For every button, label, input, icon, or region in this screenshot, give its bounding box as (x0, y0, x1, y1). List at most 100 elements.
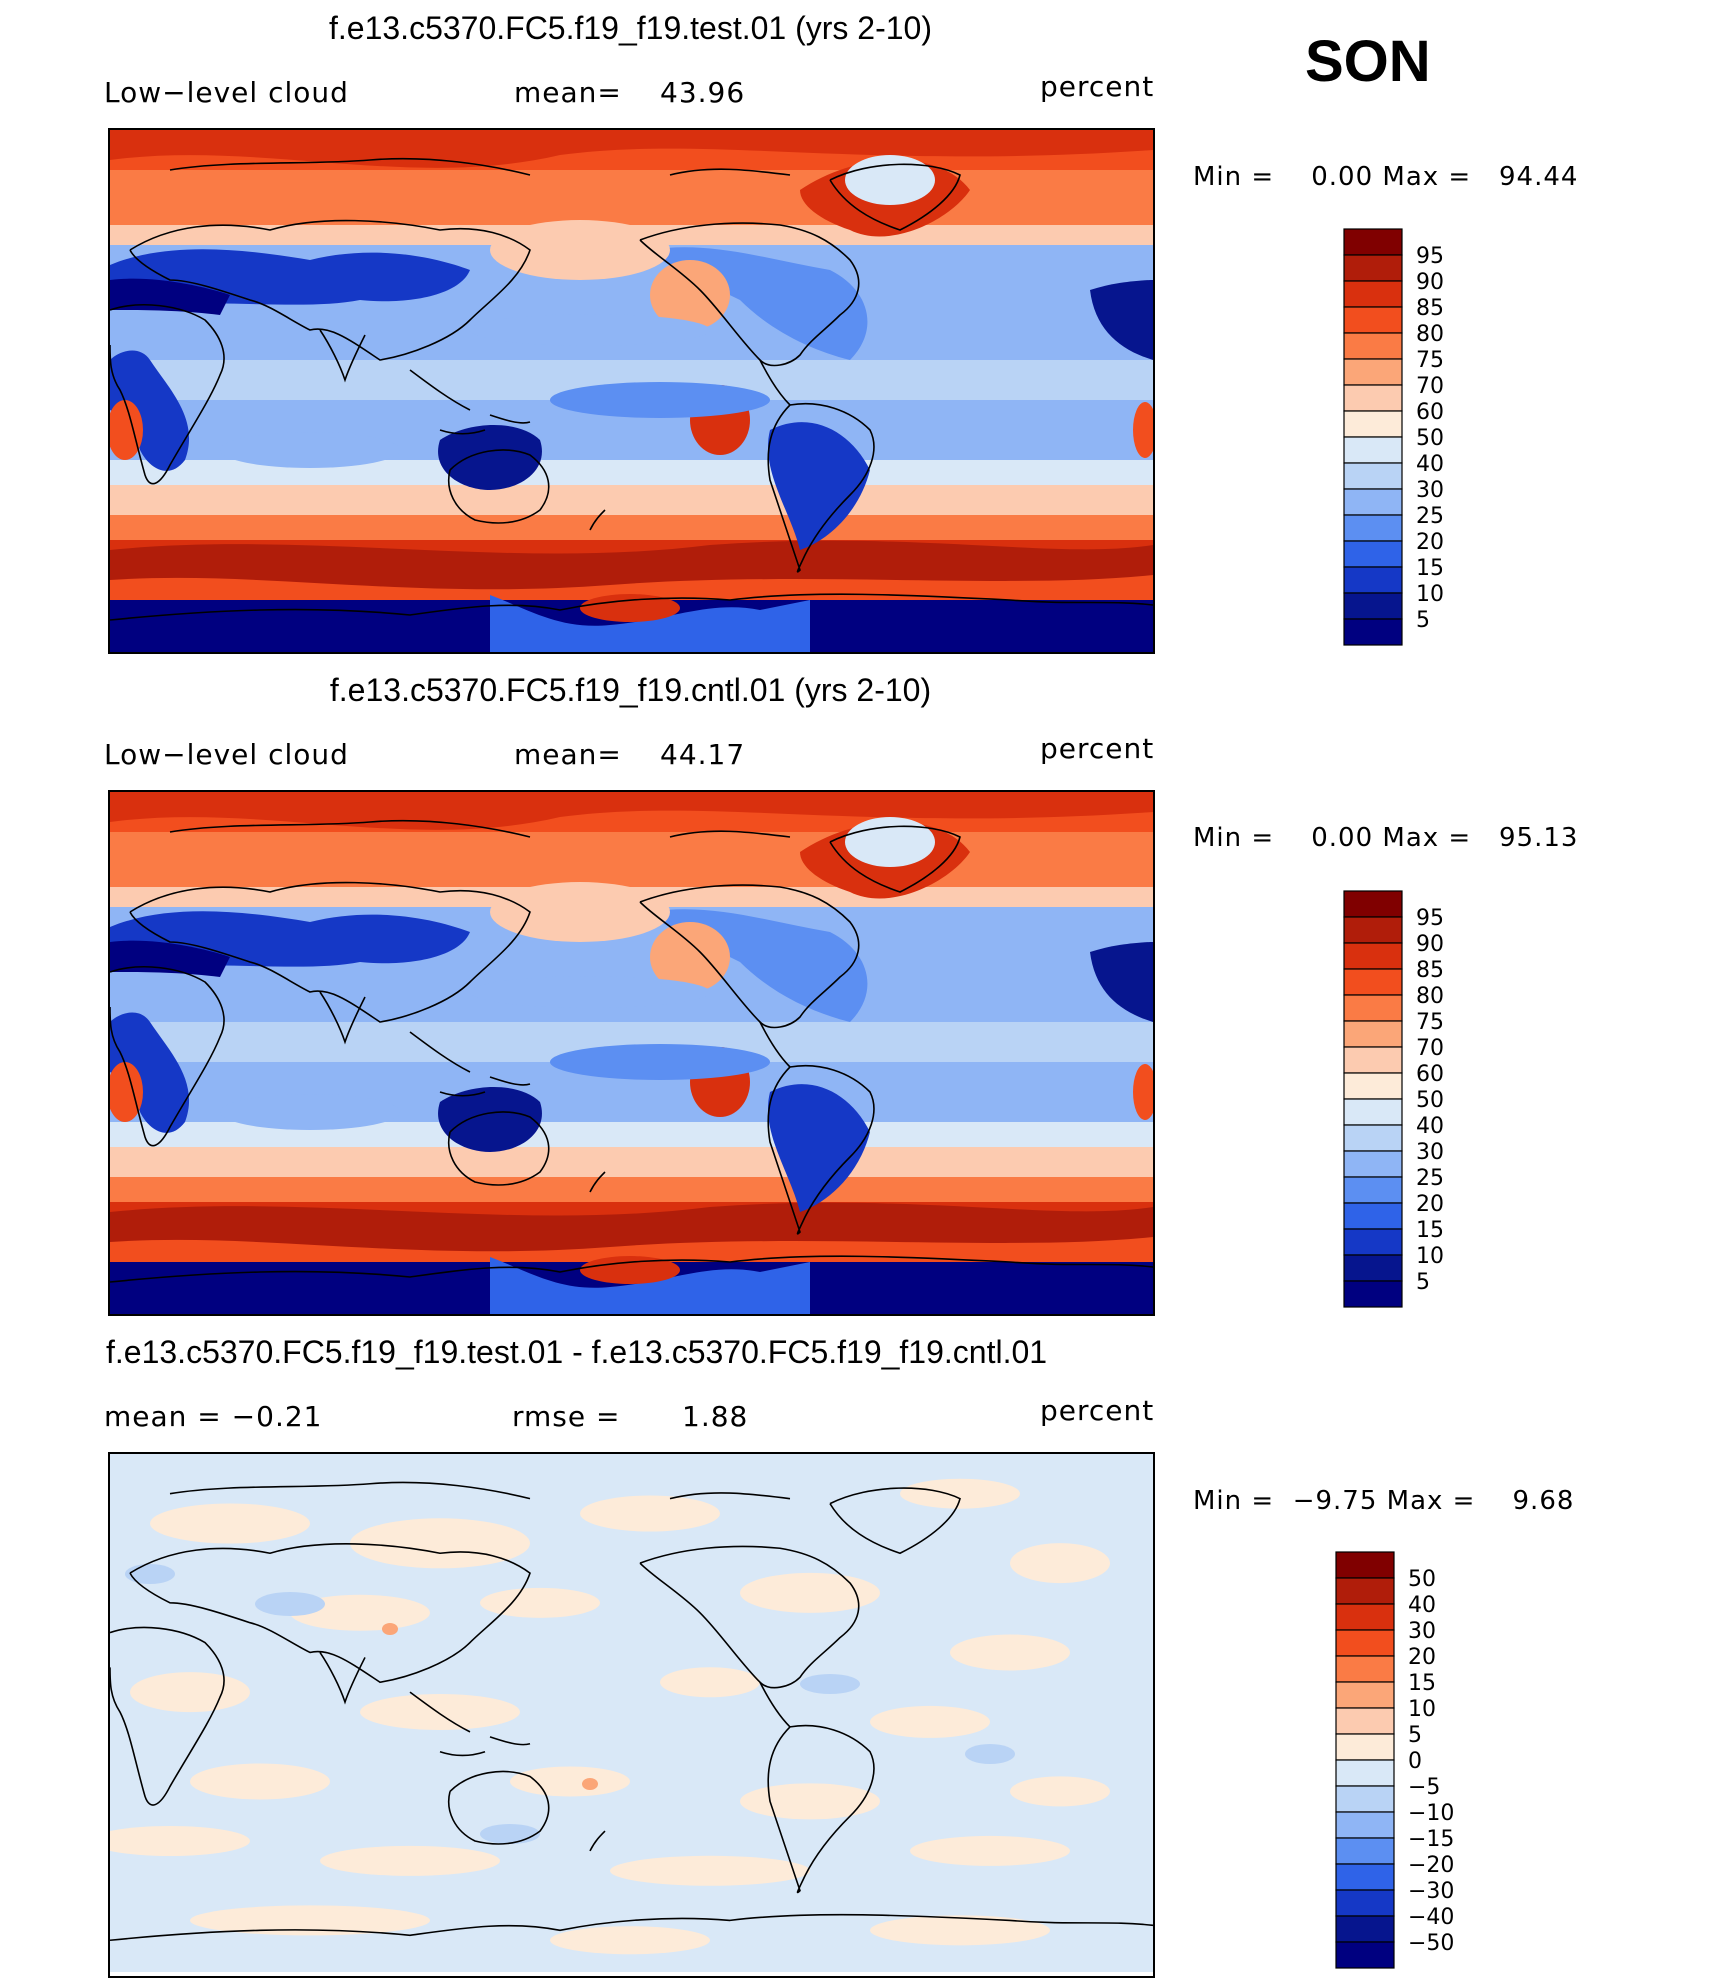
latitude-band (110, 1147, 1153, 1177)
colorbar-swatch (1343, 332, 1403, 360)
pacific-itcz (470, 976, 710, 1008)
california-stratocumulus (650, 922, 730, 992)
positive-difference-patch (190, 1905, 430, 1936)
colorbar-swatch (1343, 1124, 1403, 1152)
colorbar-level-label: 10 (1416, 582, 1444, 607)
colorbar-swatch (1343, 592, 1403, 620)
map-field (110, 1454, 1153, 1972)
map-field (110, 792, 1153, 1314)
colorbar-swatch (1343, 254, 1403, 282)
colorbar-swatch (1343, 514, 1403, 542)
ross-sea-cloud (580, 594, 680, 622)
colorbar-swatch (1343, 1176, 1403, 1204)
mean-value: 43.96 (660, 76, 746, 109)
colorbar-swatch (1335, 1915, 1395, 1943)
panel-title: f.e13.c5370.FC5.f19_f19.cntl.01 (yrs 2-1… (329, 672, 932, 708)
colorbar-swatch (1343, 540, 1403, 568)
positive-difference-patch (110, 1826, 250, 1857)
colorbar-level-label: 5 (1408, 1723, 1422, 1748)
colorbar-level-label: −50 (1408, 1931, 1454, 1956)
coastline (639, 1545, 860, 1689)
coastline (448, 449, 550, 524)
coastline (829, 1487, 961, 1555)
colorbar-level-label: 70 (1416, 374, 1444, 399)
coastline (319, 1652, 366, 1705)
namibia-stratocumulus (1133, 1064, 1153, 1120)
positive-difference-patch (360, 1694, 520, 1731)
positive-difference-patch (510, 1766, 630, 1797)
colorbar-level-label: −30 (1408, 1879, 1454, 1904)
positive-difference-patch (910, 1835, 1070, 1866)
map-control (108, 790, 1155, 1316)
colorbar-level-label: 10 (1416, 1244, 1444, 1269)
colorbar-level-label: −15 (1408, 1827, 1454, 1852)
positive-difference-patch (870, 1915, 1050, 1946)
colorbar-level-label: 50 (1408, 1567, 1436, 1592)
negative-difference-patch (480, 1824, 540, 1844)
california-stratocumulus (650, 260, 730, 330)
colorbar-level-label: 85 (1416, 296, 1444, 321)
colorbar-swatch (1335, 1941, 1395, 1969)
coastline (169, 157, 791, 176)
arctic-cloud-region (110, 792, 1153, 830)
colorbar-level-label: 25 (1416, 504, 1444, 529)
positive-difference-patch (900, 1478, 1020, 1509)
coastline (829, 163, 961, 231)
positive-difference-patch (582, 1778, 598, 1790)
colorbar-level-label: −10 (1408, 1801, 1454, 1826)
colorbar-swatch (1343, 436, 1403, 464)
pacific-itcz (470, 314, 710, 346)
north-africa-east-clear (1090, 280, 1153, 360)
south-america-low-cloud (767, 1084, 870, 1212)
colorbar-level-label: 5 (1416, 608, 1430, 633)
south-pacific-convergence (550, 1044, 770, 1080)
coastline (767, 1064, 875, 1235)
colorbar-swatch (1343, 916, 1403, 944)
colorbar-swatch (1343, 618, 1403, 646)
coastline (129, 1543, 531, 1684)
colorbar-level-label: 5 (1416, 1270, 1430, 1295)
season-label: SON (1305, 29, 1431, 94)
colorbar-swatch (1343, 1228, 1403, 1256)
latitude-band (110, 1177, 1153, 1202)
colorbar-level-label: 0 (1408, 1749, 1422, 1774)
north-pacific-cloud (490, 882, 670, 942)
antarctic-shelf (490, 595, 810, 652)
panel-title: f.e13.c5370.FC5.f19_f19.test.01 - f.e13.… (106, 1334, 1048, 1370)
min-max-readout: Min = 0.00 Max = 95.13 (1193, 823, 1579, 853)
colorbar-swatch (1343, 358, 1403, 386)
map-field (110, 130, 1153, 652)
colorbar-swatch (1343, 1020, 1403, 1048)
colorbar-swatch (1343, 384, 1403, 412)
variable-label: Low−level cloud (104, 738, 349, 771)
colorbar-swatch (1335, 1577, 1395, 1605)
positive-difference-patch (320, 1845, 500, 1876)
colorbar-level-label: 50 (1416, 426, 1444, 451)
mean-readout: mean = −0.21 (104, 1400, 323, 1433)
namibia-stratocumulus (110, 1062, 143, 1122)
coastline (409, 1031, 531, 1097)
coastline (169, 819, 791, 838)
colorbar-swatch (1343, 1280, 1403, 1308)
positive-difference-patch (950, 1634, 1070, 1671)
coastline (110, 304, 225, 485)
south-africa-low-cloud (110, 350, 190, 471)
colorbar-swatch (1343, 228, 1403, 256)
coastline (110, 966, 225, 1147)
positive-difference-patch (870, 1705, 990, 1738)
coastline (589, 509, 606, 531)
mean-label: mean= (514, 76, 622, 109)
colorbar-level-label: 80 (1416, 984, 1444, 1009)
colorbar-swatch (1343, 1098, 1403, 1126)
units-label: percent (1040, 70, 1155, 103)
positive-difference-patch (660, 1667, 760, 1698)
coastline (448, 1111, 550, 1186)
colorbar: 50 40 30 20 15 10 5 0 −5 −10 −15 −20 −30 −40 −50 (1335, 1551, 1496, 1969)
coastline (448, 1770, 550, 1845)
mean-label: mean= (514, 738, 622, 771)
units-label: percent (1040, 732, 1155, 765)
greenland-region (845, 817, 935, 867)
positive-difference-patch (190, 1763, 330, 1800)
indian-ocean-band (220, 432, 400, 468)
colorbar-swatch (1335, 1707, 1395, 1735)
